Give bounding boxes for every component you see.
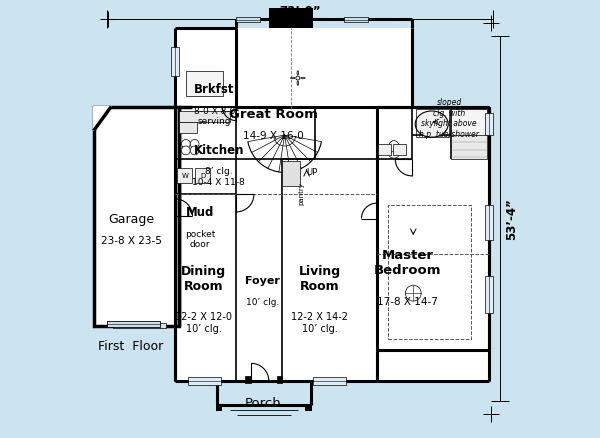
Bar <box>194 169 210 184</box>
Ellipse shape <box>297 71 299 76</box>
Bar <box>485 276 493 313</box>
Text: Living
Room: Living Room <box>299 264 341 292</box>
Bar <box>283 162 300 186</box>
Bar <box>393 145 406 155</box>
Text: UP: UP <box>306 168 317 177</box>
Bar <box>186 72 223 96</box>
Bar <box>344 18 368 23</box>
Text: pantry: pantry <box>298 181 304 204</box>
Text: 12-2 X 14-2
10’ clg.: 12-2 X 14-2 10’ clg. <box>291 311 348 333</box>
Text: sloped
clg. with
skylight above
h.p. tub/shower: sloped clg. with skylight above h.p. tub… <box>419 98 479 138</box>
Bar <box>226 28 412 107</box>
Bar <box>94 107 179 326</box>
Bar <box>175 107 377 381</box>
Bar <box>113 323 166 328</box>
Bar <box>313 377 346 385</box>
Text: 73’-0”: 73’-0” <box>279 4 321 18</box>
Bar <box>177 169 193 184</box>
Bar <box>378 145 391 155</box>
Bar <box>179 112 230 123</box>
Text: Porch: Porch <box>245 396 281 409</box>
Bar <box>269 9 313 28</box>
Circle shape <box>190 140 199 149</box>
Text: W: W <box>181 173 188 179</box>
Ellipse shape <box>389 152 399 159</box>
Text: 10’ clg.: 10’ clg. <box>246 297 280 306</box>
Text: Master
Bedroom: Master Bedroom <box>374 249 442 277</box>
Text: 17-8 X 14-7: 17-8 X 14-7 <box>377 296 438 306</box>
Text: Great Room: Great Room <box>229 107 318 120</box>
Bar <box>388 206 471 339</box>
Ellipse shape <box>388 141 400 157</box>
Text: First  Floor: First Floor <box>98 339 164 353</box>
Bar <box>175 28 236 107</box>
Bar <box>269 16 298 24</box>
Text: Dining
Room: Dining Room <box>181 264 226 292</box>
Text: pocket
door: pocket door <box>185 229 215 248</box>
Text: 53’-4”: 53’-4” <box>505 198 518 240</box>
Bar <box>179 123 197 134</box>
Bar <box>171 48 179 77</box>
Circle shape <box>296 77 300 81</box>
Ellipse shape <box>301 78 305 80</box>
Text: Foyer: Foyer <box>245 276 280 285</box>
Bar <box>451 110 487 160</box>
Ellipse shape <box>415 112 448 138</box>
Text: 8’ clg.
10-4 X 11-8: 8’ clg. 10-4 X 11-8 <box>193 167 245 186</box>
Text: 14-9 X 16-0: 14-9 X 16-0 <box>243 131 304 141</box>
Circle shape <box>181 140 190 149</box>
Text: 8-0 X 8-0
serving: 8-0 X 8-0 serving <box>194 106 235 126</box>
Bar <box>245 376 251 383</box>
Bar <box>277 376 283 383</box>
Text: Brkfst: Brkfst <box>194 83 235 96</box>
Bar <box>485 114 493 136</box>
Polygon shape <box>94 107 111 131</box>
Text: Kitchen: Kitchen <box>194 144 244 157</box>
Bar <box>416 110 449 138</box>
Bar <box>305 404 312 411</box>
Circle shape <box>190 147 199 155</box>
Bar <box>451 110 487 136</box>
Bar <box>216 404 222 411</box>
Ellipse shape <box>297 82 299 86</box>
Bar <box>188 377 221 385</box>
Bar <box>107 321 160 328</box>
Text: 23-8 X 23-5: 23-8 X 23-5 <box>101 236 161 246</box>
Text: 12-2 X 12-0
10’ clg.: 12-2 X 12-0 10’ clg. <box>175 311 232 333</box>
Text: D: D <box>200 173 205 179</box>
Bar <box>236 18 260 23</box>
Circle shape <box>181 147 190 155</box>
Bar <box>485 206 493 241</box>
Bar <box>377 107 489 381</box>
Ellipse shape <box>290 78 295 80</box>
Text: Garage: Garage <box>108 212 154 226</box>
Text: Mud: Mud <box>186 206 214 219</box>
